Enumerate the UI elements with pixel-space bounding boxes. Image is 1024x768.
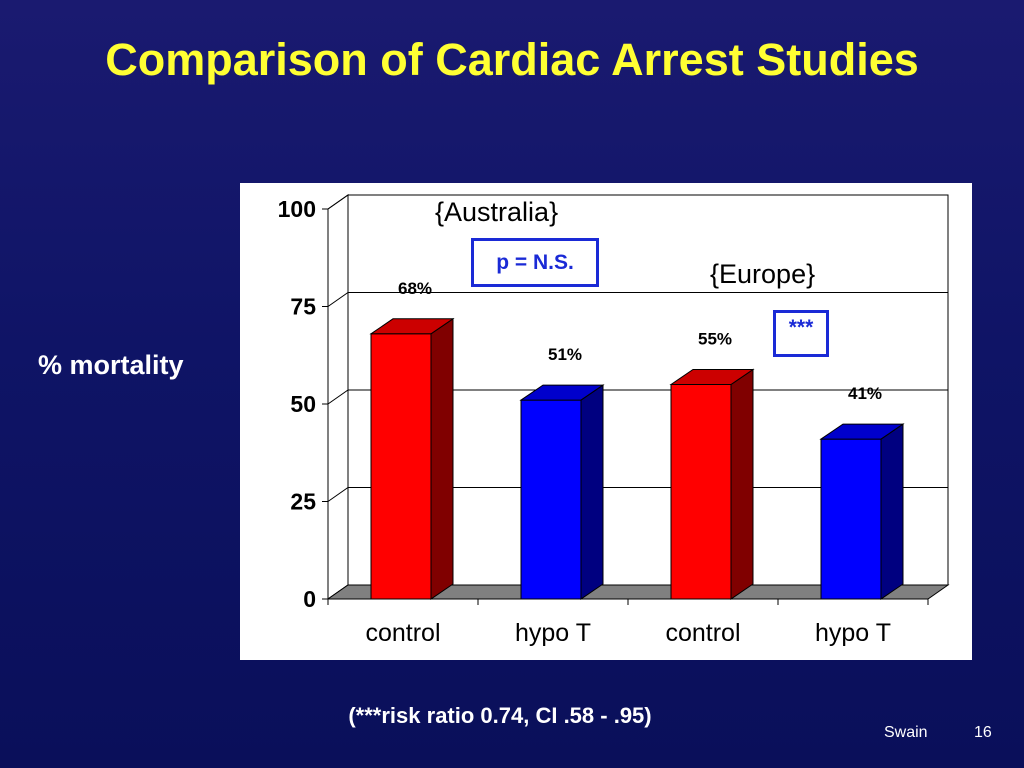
x-category-label: control (665, 619, 740, 647)
chart-panel: 0 25 50 75 100 68% control 51% hypo T 55% control 4… (240, 183, 972, 660)
data-label: 51% (548, 345, 582, 364)
bar-top (669, 369, 755, 385)
data-label: 55% (698, 330, 732, 349)
bar (370, 333, 432, 600)
bar (520, 399, 582, 600)
footer-author: Swain (884, 724, 928, 741)
bar (820, 438, 882, 600)
y-tick-label: 25 (290, 489, 316, 515)
gridline (327, 292, 948, 307)
y-tick-label: 75 (290, 294, 316, 320)
data-label: 41% (848, 384, 882, 403)
bar-side (430, 317, 454, 600)
bar-chart: 0 25 50 75 100 68% control 51% hypo T 55% control 4… (278, 194, 950, 647)
x-category-label: control (365, 619, 440, 647)
data-label: 68% (398, 279, 432, 298)
bar-top (519, 384, 605, 401)
y-axis-label: % mortality (38, 350, 184, 380)
bar (670, 384, 732, 600)
x-category-label: hypo T (815, 619, 891, 647)
bar-side (880, 423, 904, 600)
europe-significance-box: *** (773, 310, 829, 357)
australia-significance-box: p = N.S. (471, 238, 599, 287)
y-tick-label: 50 (290, 391, 316, 417)
y-tick-label: 0 (303, 586, 316, 612)
page-number: 16 (974, 724, 992, 741)
bar-side (730, 368, 754, 600)
footnote: (***risk ratio 0.74, CI .58 - .95) (348, 703, 652, 728)
gridline (327, 194, 948, 210)
y-tick-label: 100 (278, 196, 316, 222)
slide-title: Comparison of Cardiac Arrest Studies (105, 34, 919, 85)
bar-top (819, 423, 905, 440)
bar-side (580, 384, 604, 600)
x-category-label: hypo T (515, 619, 591, 647)
australia-label: {Australia} (435, 197, 559, 227)
bar-top (369, 318, 455, 335)
europe-label: {Europe} (710, 259, 816, 289)
